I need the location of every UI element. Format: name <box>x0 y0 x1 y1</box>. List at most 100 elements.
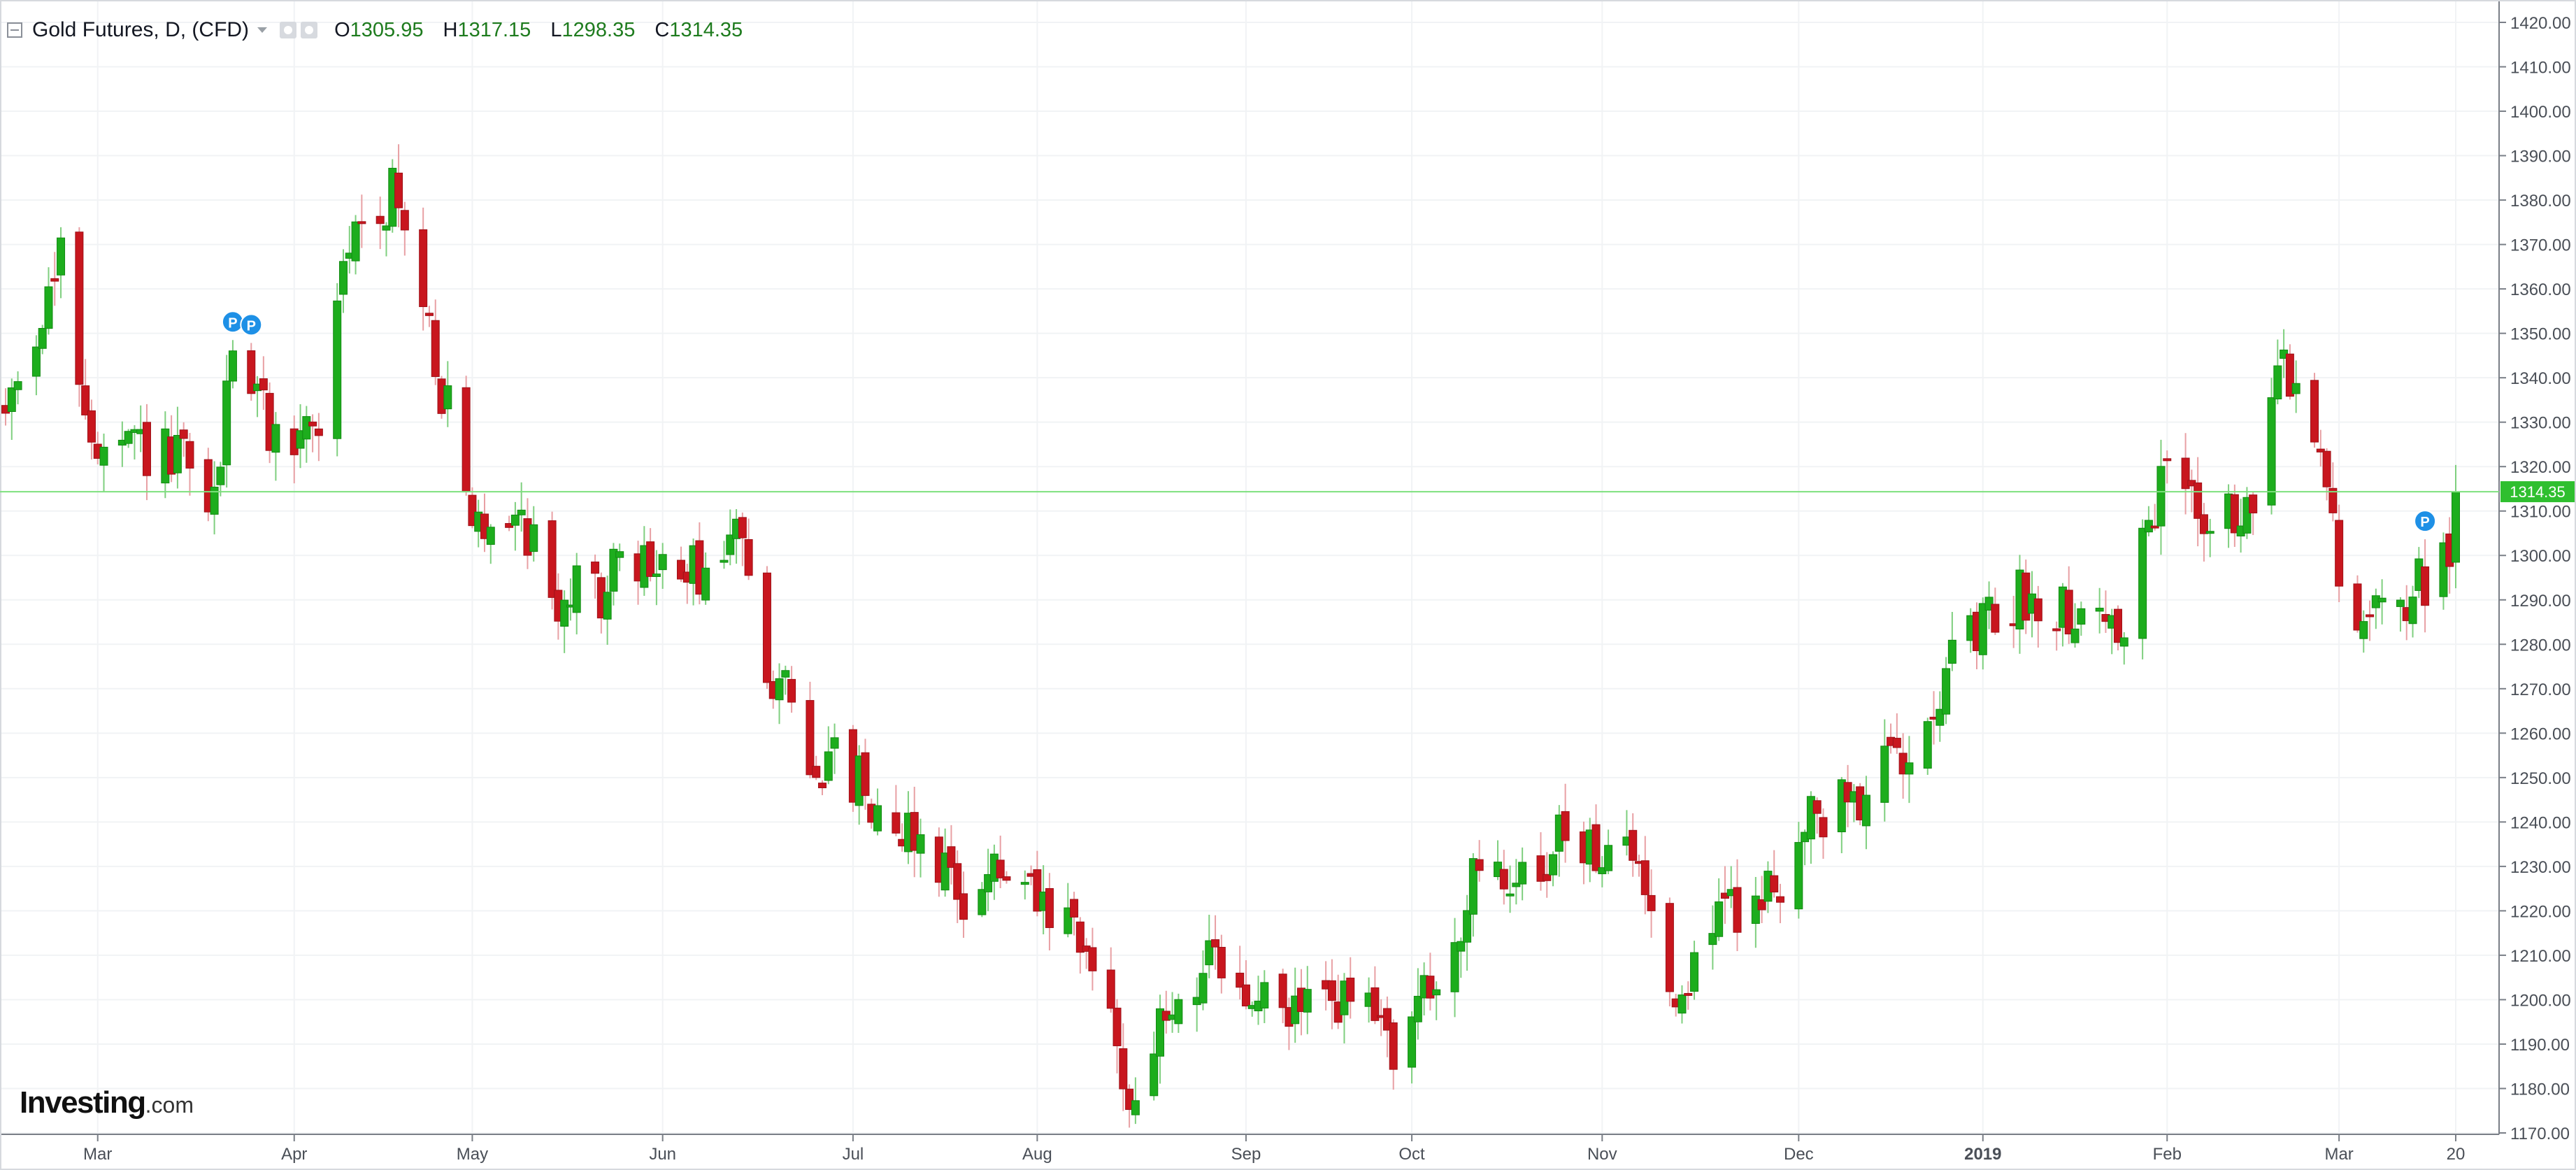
candle-up[interactable] <box>210 486 219 515</box>
candle-up[interactable] <box>228 350 237 382</box>
candle-down[interactable] <box>762 572 771 683</box>
candle-down[interactable] <box>2199 514 2208 534</box>
candle-up[interactable] <box>296 430 305 449</box>
candle-up[interactable] <box>2119 637 2128 647</box>
candle-down[interactable] <box>2181 457 2190 490</box>
candle-down[interactable] <box>738 517 747 538</box>
candle-down[interactable] <box>1075 921 1085 953</box>
candle-up[interactable] <box>1064 907 1073 934</box>
candle-up[interactable] <box>2242 497 2252 534</box>
candle-up[interactable] <box>1512 883 1521 887</box>
candle-up[interactable] <box>351 221 360 262</box>
candle-down[interactable] <box>419 229 428 308</box>
candle-down[interactable] <box>308 421 317 427</box>
candle-up[interactable] <box>2359 621 2368 639</box>
candle-up[interactable] <box>1549 854 1558 876</box>
candle-up[interactable] <box>339 261 348 295</box>
candle-up[interactable] <box>1468 858 1477 915</box>
candle-up[interactable] <box>2205 531 2214 534</box>
candle-down[interactable] <box>947 846 956 868</box>
candle-up[interactable] <box>1505 893 1515 897</box>
candle-down[interactable] <box>1812 800 1822 814</box>
candle-down[interactable] <box>1499 869 1508 890</box>
candle-up[interactable] <box>916 834 925 854</box>
candle-up[interactable] <box>2273 365 2282 400</box>
candle-down[interactable] <box>1217 947 1226 978</box>
candle-up[interactable] <box>2156 466 2166 527</box>
candle-down[interactable] <box>1561 811 1570 841</box>
candle-down[interactable] <box>677 559 686 580</box>
candle-down[interactable] <box>2150 525 2159 529</box>
candle-up[interactable] <box>2396 599 2405 607</box>
candle-down[interactable] <box>2421 566 2430 606</box>
candle-down[interactable] <box>50 278 59 282</box>
candle-up[interactable] <box>382 225 391 231</box>
candle-down[interactable] <box>818 783 827 789</box>
candle-up[interactable] <box>510 514 520 526</box>
investing-logo[interactable]: Investing.com <box>20 1085 194 1120</box>
candle-down[interactable] <box>1088 947 1097 971</box>
candle-up[interactable] <box>1174 999 1183 1025</box>
candle-up[interactable] <box>615 551 624 558</box>
candle-up[interactable] <box>1708 933 1717 946</box>
candle-down[interactable] <box>1684 992 1693 996</box>
candle-down[interactable] <box>695 540 704 595</box>
candle-up[interactable] <box>1457 941 1466 952</box>
candle-down[interactable] <box>1991 604 2000 633</box>
candle-up[interactable] <box>1677 994 1687 1014</box>
candle-up[interactable] <box>38 328 47 349</box>
candle-down[interactable] <box>265 392 274 451</box>
candle-down[interactable] <box>247 350 256 394</box>
candle-down[interactable] <box>1389 1022 1398 1070</box>
candle-up[interactable] <box>1432 989 1441 996</box>
candle-down[interactable] <box>2322 450 2331 487</box>
candle-down[interactable] <box>2052 628 2061 632</box>
candle-up[interactable] <box>2070 628 2080 643</box>
candle-up[interactable] <box>2138 527 2147 639</box>
settings-icon[interactable] <box>301 22 318 38</box>
candle-down[interactable] <box>1475 859 1484 871</box>
candle-up[interactable] <box>940 852 950 891</box>
candle-down[interactable] <box>1629 829 1638 861</box>
candle-up[interactable] <box>1905 762 1914 775</box>
candle-up[interactable] <box>1463 910 1472 943</box>
candle-up[interactable] <box>603 592 612 620</box>
candle-up[interactable] <box>1837 779 1846 832</box>
candle-down[interactable] <box>424 313 434 316</box>
candle-down[interactable] <box>646 541 655 577</box>
candle-down[interactable] <box>2285 353 2294 397</box>
candle-down[interactable] <box>806 700 815 776</box>
candle-up[interactable] <box>99 446 108 466</box>
candle-down[interactable] <box>431 320 440 377</box>
candle-down[interactable] <box>1371 987 1380 1021</box>
candle-down[interactable] <box>1426 976 1435 999</box>
collapse-icon[interactable] <box>7 22 22 38</box>
candle-down[interactable] <box>892 812 901 834</box>
candle-down[interactable] <box>203 459 213 513</box>
candle-down[interactable] <box>81 385 90 415</box>
candle-down[interactable] <box>910 812 919 851</box>
chevron-down-icon[interactable] <box>257 27 268 33</box>
candle-down[interactable] <box>75 231 84 385</box>
candle-up[interactable] <box>529 524 538 552</box>
candle-down[interactable] <box>1757 899 1766 911</box>
candle-down[interactable] <box>1346 977 1355 1002</box>
candle-up[interactable] <box>726 534 735 555</box>
candle-down[interactable] <box>2163 458 2172 462</box>
candle-up[interactable] <box>1942 668 1951 715</box>
candle-down[interactable] <box>959 893 968 920</box>
candle-up[interactable] <box>1156 1008 1165 1057</box>
candle-up[interactable] <box>222 380 231 466</box>
candle-up[interactable] <box>1205 940 1214 966</box>
candle-down[interactable] <box>953 863 962 900</box>
candle-up[interactable] <box>1518 862 1527 885</box>
candle-down[interactable] <box>2328 487 2338 513</box>
candle-up[interactable] <box>873 805 882 832</box>
candle-up[interactable] <box>560 599 569 627</box>
candle-down[interactable] <box>375 215 385 224</box>
candle-up[interactable] <box>31 346 41 377</box>
candle-up[interactable] <box>775 678 784 701</box>
candle-down[interactable] <box>996 859 1005 878</box>
